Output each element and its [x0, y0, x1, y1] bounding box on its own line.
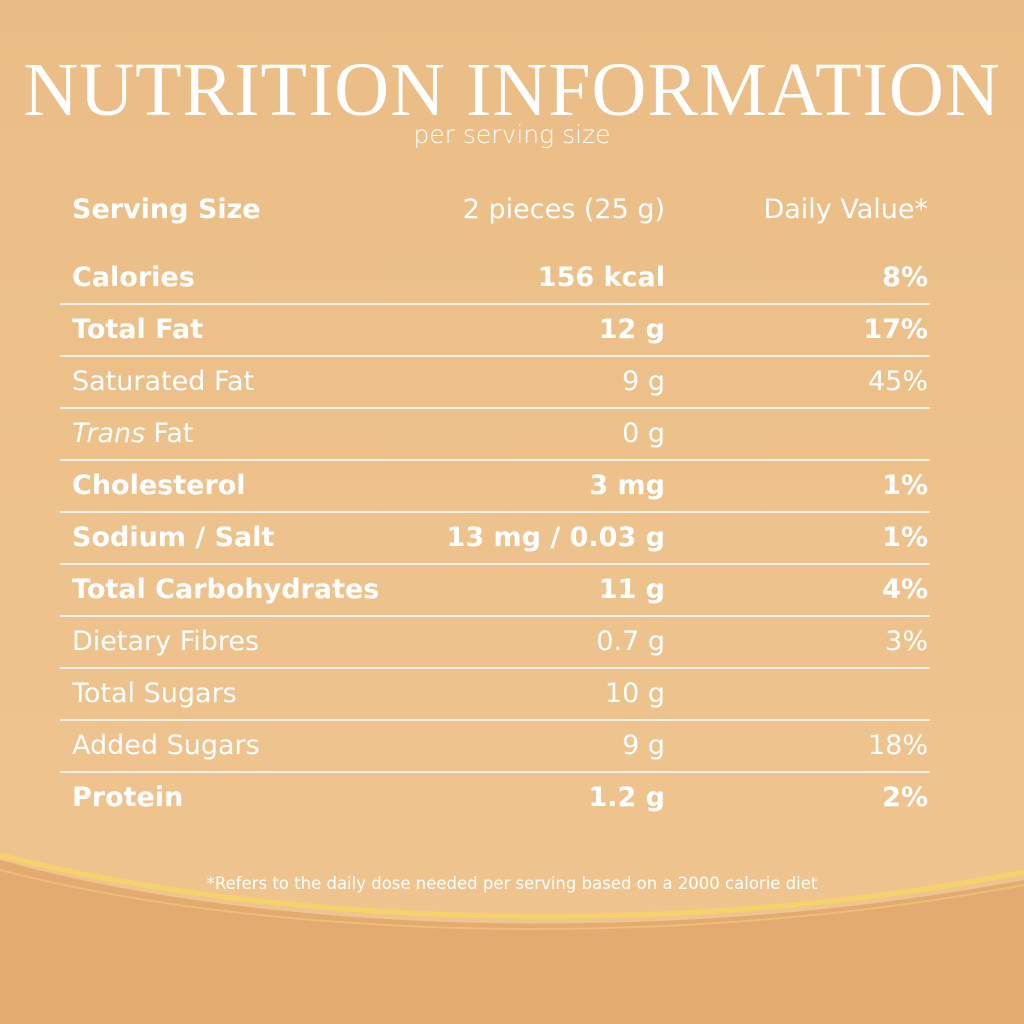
nutrient-label: Calories	[72, 252, 195, 304]
nutrient-dv: 17%	[863, 314, 928, 345]
nutrient-amount: 9 g	[622, 366, 665, 397]
nutrient-dv: 45%	[867, 366, 928, 397]
nutrient-dv: 18%	[867, 730, 928, 761]
nutrient-label: Total Sugars	[72, 668, 237, 720]
label-text: Cholesterol	[72, 470, 246, 501]
row-separator	[60, 303, 930, 305]
nutrient-row: Saturated Fat 9 g 45%	[60, 356, 930, 408]
label-text: Total Fat	[72, 314, 204, 345]
nutrient-row: Protein 1.2 g 2%	[60, 772, 930, 824]
nutrient-row: Dietary Fibres 0.7 g 3%	[60, 616, 930, 668]
nutrient-amount: 156 kcal	[537, 262, 665, 293]
label-text: Total Sugars	[72, 678, 237, 709]
nutrient-label: Trans Fat	[72, 408, 194, 460]
nutrient-row: Total Fat 12 g 17%	[60, 304, 930, 356]
nutrient-amount: 12 g	[598, 314, 665, 345]
head-label: Serving Size	[72, 194, 261, 225]
nutrient-amount: 13 mg / 0.03 g	[446, 522, 665, 553]
nutrient-amount: 9 g	[622, 730, 665, 761]
nutrient-amount: 11 g	[598, 574, 665, 605]
row-separator	[60, 355, 930, 357]
nutrient-label: Protein	[72, 772, 183, 824]
label-text: Sodium / Salt	[72, 522, 275, 553]
nutrient-amount: 0.7 g	[596, 626, 665, 657]
nutrient-label: Added Sugars	[72, 720, 260, 772]
nutrient-dv: 1%	[882, 522, 928, 553]
nutrient-dv: 2%	[882, 782, 928, 813]
label-text: Fat	[153, 418, 194, 449]
nutrient-amount: 1.2 g	[588, 782, 665, 813]
label-text: Protein	[72, 782, 184, 813]
nutrient-row: Total Sugars 10 g	[60, 668, 930, 720]
nutrient-label: Saturated Fat	[72, 356, 254, 408]
nutrient-row: Calories 156 kcal 8%	[60, 252, 930, 304]
row-separator	[60, 511, 930, 513]
nutrient-label: Total Carbohydrates	[72, 564, 379, 616]
row-separator	[60, 459, 930, 461]
label-text: Saturated Fat	[72, 366, 255, 397]
head-amount: 2 pieces (25 g)	[462, 194, 665, 225]
row-separator	[60, 667, 930, 669]
label-italic: Trans	[72, 418, 146, 449]
row-separator	[60, 407, 930, 409]
nutrient-row: Cholesterol 3 mg 1%	[60, 460, 930, 512]
nutrient-amount: 10 g	[604, 678, 665, 709]
nutrient-row: Added Sugars 9 g 18%	[60, 720, 930, 772]
label-text: Total Carbohydrates	[72, 574, 380, 605]
nutrient-dv: 8%	[882, 262, 928, 293]
head-dv: Daily Value*	[763, 194, 928, 225]
row-separator	[60, 771, 930, 773]
nutrient-amount: 3 mg	[589, 470, 665, 501]
nutrient-dv: 1%	[882, 470, 928, 501]
nutrient-dv: 3%	[885, 626, 928, 657]
table-head: Serving Size 2 pieces (25 g) Daily Value…	[60, 184, 930, 236]
title: NUTRITION INFORMATION	[23, 48, 1001, 132]
nutrient-dv: 4%	[882, 574, 928, 605]
nutrient-label: Dietary Fibres	[72, 616, 259, 668]
row-separator	[60, 615, 930, 617]
row-separator	[60, 719, 930, 721]
nutrient-label: Cholesterol	[72, 460, 246, 512]
nutrient-label: Total Fat	[72, 304, 203, 356]
label-text: Calories	[72, 262, 195, 293]
label-text: Dietary Fibres	[72, 626, 260, 657]
label-text: Added Sugars	[72, 730, 260, 761]
nutrient-label: Sodium / Salt	[72, 512, 274, 564]
footnote: *Refers to the daily dose needed per ser…	[206, 874, 818, 893]
nutrient-row: Sodium / Salt 13 mg / 0.03 g 1%	[60, 512, 930, 564]
subtitle: per serving size	[413, 120, 611, 149]
nutrient-row: Trans Fat 0 g	[60, 408, 930, 460]
row-separator	[60, 563, 930, 565]
nutrient-row: Total Carbohydrates 11 g 4%	[60, 564, 930, 616]
nutrient-amount: 0 g	[622, 418, 665, 449]
